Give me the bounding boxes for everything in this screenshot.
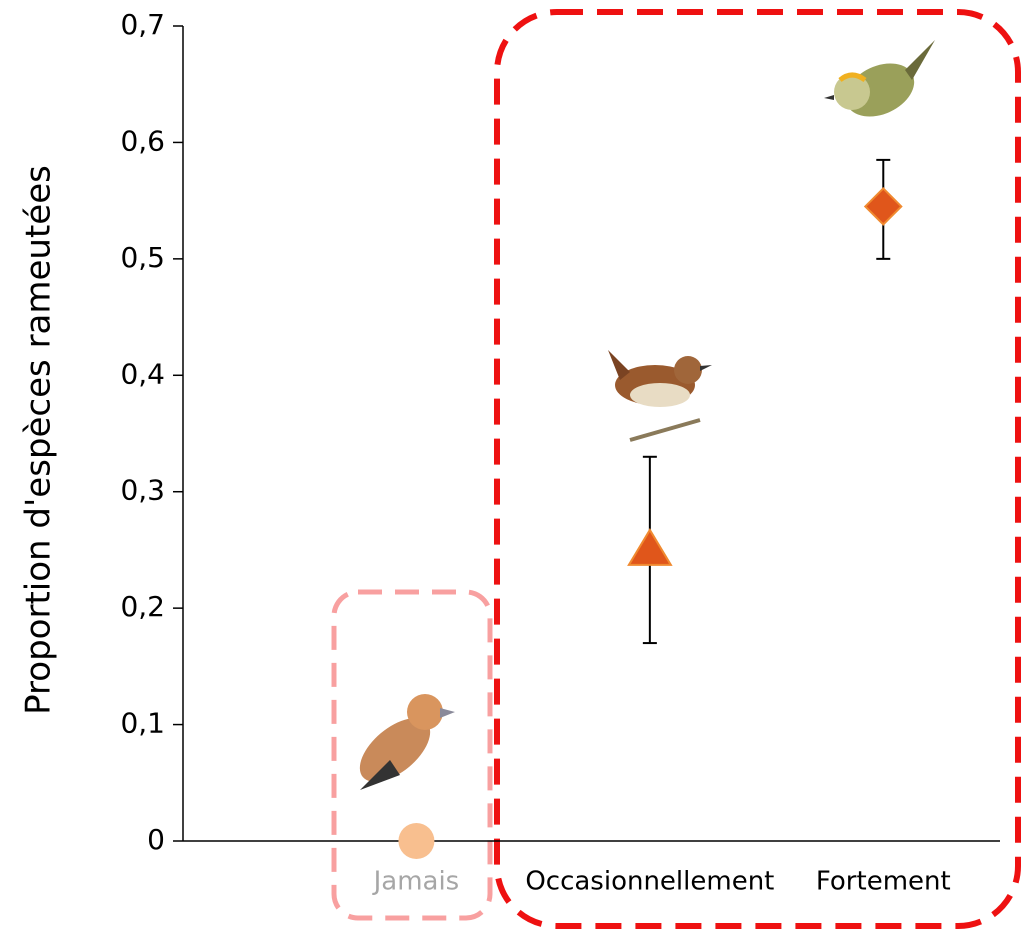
bird-illustration bbox=[608, 350, 712, 442]
bird-illustration bbox=[359, 694, 455, 790]
point bbox=[627, 527, 673, 566]
highlight-box bbox=[494, 9, 1021, 929]
y-tick-label: 0,7 bbox=[120, 8, 165, 41]
x-tick-label: Occasionnellement bbox=[525, 867, 774, 897]
x-tick-label: Fortement bbox=[816, 867, 951, 897]
x-tick-label: Jamais bbox=[372, 867, 460, 897]
y-tick-label: 0,1 bbox=[120, 707, 165, 740]
point bbox=[863, 187, 903, 226]
y-tick-label: 0,4 bbox=[120, 357, 165, 390]
y-axis-label: Proportion d'espèces rameutées bbox=[19, 165, 59, 715]
highlight-box bbox=[331, 589, 493, 921]
y-tick-label: 0,6 bbox=[120, 124, 165, 157]
bird-illustration bbox=[824, 40, 935, 117]
point bbox=[398, 823, 435, 859]
y-tick-label: 0,2 bbox=[120, 590, 165, 623]
y-tick-label: 0,5 bbox=[120, 241, 165, 274]
y-tick-label: 0,3 bbox=[120, 474, 165, 507]
y-tick-label: 0 bbox=[147, 823, 165, 856]
